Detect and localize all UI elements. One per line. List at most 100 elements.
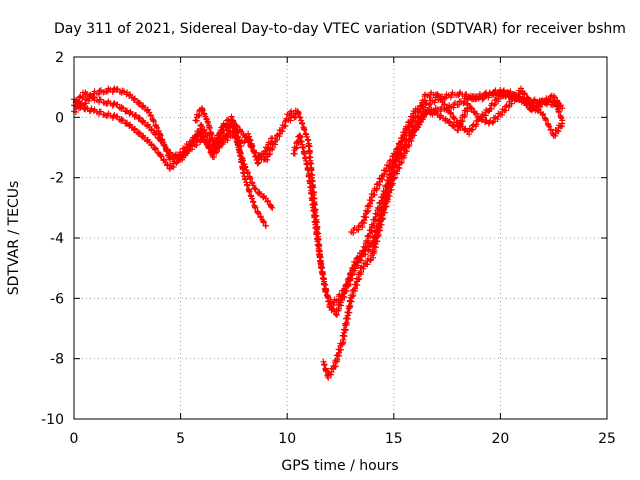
y-tick-label: 2 <box>55 50 64 66</box>
data-point <box>347 297 354 304</box>
data-point <box>421 98 428 105</box>
data-point <box>352 260 359 267</box>
data-point <box>228 113 235 120</box>
data-point <box>135 114 142 121</box>
data-point <box>222 122 229 129</box>
data-point <box>374 238 381 245</box>
data-point <box>257 213 264 220</box>
data-point <box>295 110 302 117</box>
data-point <box>240 169 247 176</box>
data-point <box>208 135 215 142</box>
data-point <box>444 104 451 111</box>
data-point <box>408 123 415 130</box>
data-point <box>249 143 256 150</box>
y-axis-label: SDTVAR / TECUs <box>6 181 22 296</box>
data-point <box>367 257 374 264</box>
data-point <box>246 133 253 140</box>
data-point <box>150 117 157 124</box>
data-point <box>114 101 121 108</box>
data-point <box>468 105 475 112</box>
y-tick-label: -6 <box>50 291 64 307</box>
data-point <box>555 108 562 115</box>
data-point <box>347 302 354 309</box>
x-tick-label: 0 <box>70 431 79 447</box>
data-point <box>303 133 310 140</box>
data-point <box>451 115 458 122</box>
data-point <box>235 146 242 153</box>
data-point <box>207 148 214 155</box>
data-point <box>532 107 539 114</box>
data-point <box>124 119 131 126</box>
data-point <box>229 117 236 124</box>
series-track-h <box>192 105 276 167</box>
data-point <box>173 160 180 167</box>
data-point <box>269 135 276 142</box>
data-point <box>206 124 213 131</box>
data-point <box>425 102 432 109</box>
data-point <box>201 126 208 133</box>
data-point <box>206 145 213 152</box>
data-point <box>199 107 206 114</box>
ticks-layer <box>73 56 608 420</box>
data-point <box>244 182 251 189</box>
data-point <box>543 117 550 124</box>
data-point <box>249 198 256 205</box>
data-point <box>141 119 148 126</box>
data-point <box>383 203 390 210</box>
data-point <box>161 142 168 149</box>
data-point <box>521 90 528 97</box>
data-point <box>233 129 240 136</box>
x-tick-label: 15 <box>385 431 403 447</box>
data-point <box>247 192 254 199</box>
data-point <box>454 119 461 126</box>
data-point <box>467 104 474 111</box>
data-point <box>250 182 257 189</box>
y-tick-label: -8 <box>50 352 64 368</box>
data-point <box>293 145 300 152</box>
data-point <box>163 148 170 155</box>
data-point <box>150 118 157 125</box>
plot-frame <box>73 56 608 420</box>
data-point <box>231 123 238 130</box>
data-point <box>320 281 327 288</box>
data-point <box>135 99 142 106</box>
chart-title: Day 311 of 2021, Sidereal Day-to-day VTE… <box>54 21 626 37</box>
data-point <box>299 120 306 127</box>
data-point <box>247 175 254 182</box>
data-point <box>199 129 206 136</box>
data-point <box>153 124 160 131</box>
data-point <box>559 105 566 112</box>
data-point <box>464 100 471 107</box>
data-point <box>405 143 412 150</box>
data-point <box>124 89 131 96</box>
data-point <box>200 133 207 140</box>
data-point <box>127 91 134 98</box>
data-point <box>318 268 325 275</box>
data-point <box>136 115 143 122</box>
data-point <box>97 96 104 103</box>
data-point <box>297 134 304 141</box>
data-point <box>250 147 257 154</box>
data-point <box>213 149 220 156</box>
data-point <box>434 111 441 118</box>
data-point <box>103 88 110 95</box>
data-point <box>113 86 120 93</box>
data-point <box>282 118 289 125</box>
x-tick-label: 5 <box>176 431 185 447</box>
data-point <box>119 117 126 124</box>
data-point <box>251 150 258 157</box>
data-point <box>249 179 256 186</box>
data-point <box>208 131 215 138</box>
data-point <box>139 118 146 125</box>
data-point <box>252 153 259 160</box>
data-point <box>301 126 308 133</box>
data-point <box>255 190 262 197</box>
data-point <box>519 96 526 103</box>
y-tick-label: 0 <box>55 110 64 126</box>
data-point <box>245 130 252 137</box>
data-point <box>148 126 155 133</box>
data-point <box>507 88 514 95</box>
data-point <box>246 188 253 195</box>
data-point <box>318 264 325 271</box>
data-point <box>441 101 448 108</box>
